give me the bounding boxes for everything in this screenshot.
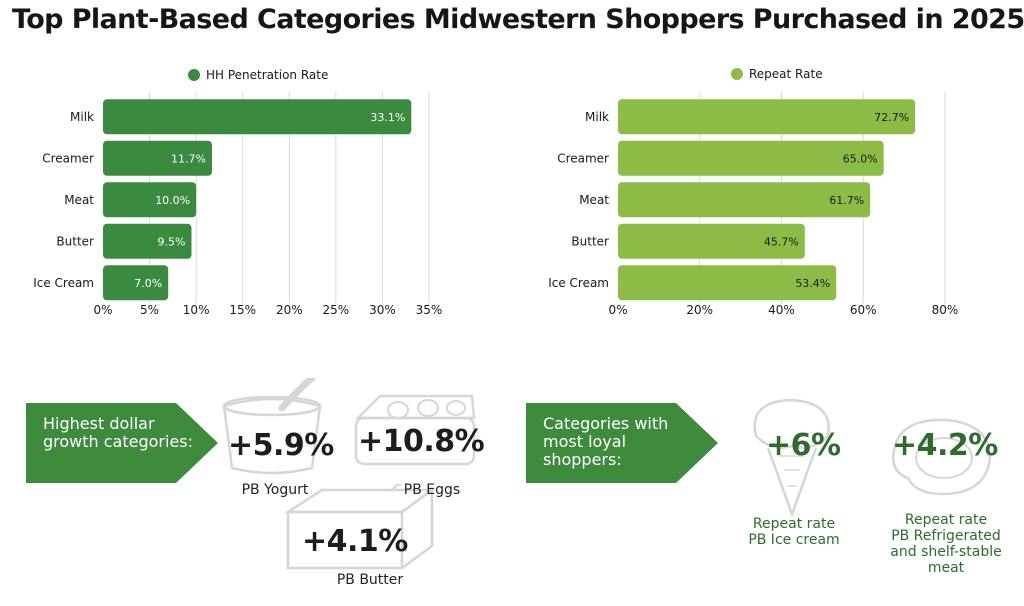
bar <box>618 99 916 135</box>
category-label: Milk <box>70 110 94 124</box>
data-label: 53.4% <box>795 277 830 290</box>
repeat-rate-chart: 0% 20% 40% 60% 80% Repeat Rate Milk 72.7% Creame… <box>548 67 959 317</box>
x-tick-label: 0% <box>93 303 112 317</box>
loyal-caption-meat-line2: PB Refrigerated <box>891 528 1001 544</box>
x-tick-label: 5% <box>140 303 159 317</box>
x-tick-label: 20% <box>276 303 303 317</box>
category-label: Butter <box>56 234 94 248</box>
loyal-label: Categories with most loyal shoppers: <box>543 414 669 469</box>
x-tick-label: 10% <box>183 303 210 317</box>
data-label: 45.7% <box>764 235 799 248</box>
category-label: Meat <box>64 193 94 207</box>
x-tick-label: 40% <box>768 303 795 317</box>
x-tick-label: 35% <box>416 303 443 317</box>
bar <box>103 140 212 176</box>
hh-penetration-chart: 0% 5% 10% 15% 20% 25% 30% 35% HH Penetration Rat… <box>33 68 443 317</box>
category-label: Ice Cream <box>33 276 94 290</box>
growth-value-yogurt: +5.9% <box>228 428 334 463</box>
growth-value-eggs: +10.8% <box>358 424 485 459</box>
yogurt-cup-icon <box>222 378 322 475</box>
category-label: Meat <box>579 193 609 207</box>
bar <box>618 223 805 259</box>
loyal-caption-meat-line1: Repeat rate <box>904 512 988 528</box>
bar <box>618 140 884 176</box>
data-label: 11.7% <box>171 152 206 165</box>
loyal-caption-meat: Repeat rate PB Refrigerated and shelf-st… <box>880 512 1012 576</box>
category-label: Ice Cream <box>548 276 609 290</box>
x-tick-label: 60% <box>850 303 877 317</box>
loyal-caption-meat-line3: and shelf-stable meat <box>890 544 1002 576</box>
ice-cream-cone-icon <box>753 398 830 518</box>
data-label: 65.0% <box>843 152 878 165</box>
x-tick-label: 30% <box>369 303 396 317</box>
x-tick-label: 0% <box>608 303 627 317</box>
arrow-shape <box>26 403 218 483</box>
loyal-value-icecream: +6% <box>766 428 841 463</box>
loyal-caption-icecream-line1: Repeat rate <box>752 516 836 532</box>
x-tick-label: 80% <box>932 303 959 317</box>
data-label: 9.5% <box>158 235 186 248</box>
data-label: 10.0% <box>155 194 190 207</box>
bar <box>103 265 169 301</box>
data-label: 61.7% <box>829 194 864 207</box>
legend-marker <box>731 68 743 80</box>
category-label: Creamer <box>557 151 609 165</box>
page-title: Top Plant-Based Categories Midwestern Sh… <box>12 4 1024 35</box>
growth-name-butter: PB Butter <box>336 572 404 588</box>
data-label: 7.0% <box>134 277 162 290</box>
steak-icon <box>892 418 992 496</box>
growth-label-arrow: Highest dollar growth categories: <box>26 403 218 483</box>
bar <box>103 99 412 135</box>
growth-name-eggs: PB Eggs <box>403 482 461 498</box>
loyal-caption-icecream-line2: PB Ice cream <box>748 532 840 548</box>
category-label: Creamer <box>42 151 94 165</box>
x-tick-label: 15% <box>229 303 256 317</box>
legend-label: Repeat Rate <box>749 67 823 81</box>
egg-carton-icon <box>354 394 476 466</box>
loyal-caption-icecream: Repeat rate PB Ice cream <box>734 516 854 548</box>
x-tick-label: 25% <box>323 303 350 317</box>
legend-label: HH Penetration Rate <box>206 68 328 82</box>
growth-name-yogurt: PB Yogurt <box>241 482 309 498</box>
data-label: 33.1% <box>370 111 405 124</box>
legend-marker <box>188 69 200 81</box>
category-label: Butter <box>571 234 609 248</box>
growth-value-butter: +4.1% <box>302 524 408 559</box>
data-label: 72.7% <box>874 111 909 124</box>
arrow-shape <box>526 403 718 483</box>
loyal-label-arrow: Categories with most loyal shoppers: <box>526 403 718 483</box>
bar <box>103 182 197 218</box>
bar <box>103 223 192 259</box>
butter-dish-icon <box>283 484 436 570</box>
loyal-value-meat: +4.2% <box>892 428 998 463</box>
growth-label: Highest dollar growth categories: <box>43 414 194 451</box>
category-label: Milk <box>585 110 609 124</box>
x-tick-label: 20% <box>686 303 713 317</box>
bar <box>618 182 871 218</box>
bar <box>618 265 837 301</box>
